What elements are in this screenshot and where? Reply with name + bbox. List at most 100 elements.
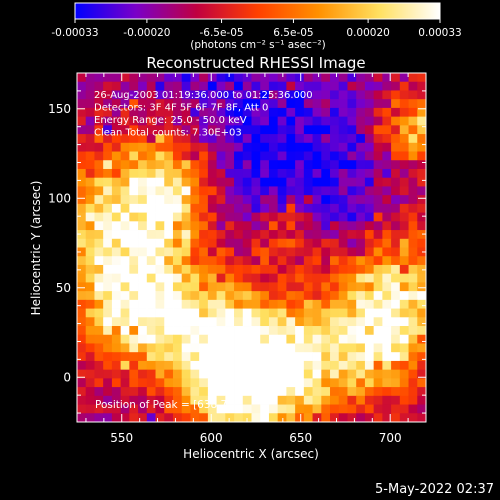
heatmap-cell xyxy=(190,99,200,109)
heatmap-cell xyxy=(295,116,305,126)
heatmap-cell xyxy=(391,317,401,327)
heatmap-cell xyxy=(77,282,87,292)
heatmap-cell xyxy=(216,282,226,292)
heatmap-cell xyxy=(138,369,148,379)
heatmap-cell xyxy=(234,395,244,405)
heatmap-cell xyxy=(199,334,209,344)
heatmap-cell xyxy=(330,90,340,100)
heatmap-cell xyxy=(103,107,113,118)
heatmap-cell xyxy=(277,282,287,292)
heatmap-cell xyxy=(242,352,252,362)
y-tick-label: 100 xyxy=(48,191,71,205)
heatmap-cell xyxy=(251,282,261,292)
heatmap-cell xyxy=(181,177,191,187)
heatmap-cell xyxy=(120,203,130,214)
heatmap-cell xyxy=(338,247,348,257)
heatmap-cell xyxy=(85,334,95,344)
heatmap-cell xyxy=(338,273,348,283)
heatmap-cell xyxy=(268,282,279,292)
heatmap-cell xyxy=(94,230,104,240)
heatmap-cell xyxy=(330,238,340,248)
heatmap-cell xyxy=(129,360,139,371)
colorbar-ticks: -0.00033 -0.00020 -6.5e-05 6.5e-05 0.00020 0.… xyxy=(51,19,462,39)
heatmap-cell xyxy=(120,90,130,100)
heatmap-cell xyxy=(234,264,244,275)
heatmap-cell xyxy=(216,238,226,248)
heatmap-cell xyxy=(347,264,357,275)
heatmap-cell xyxy=(216,90,226,100)
heatmap-cell xyxy=(268,343,279,353)
heatmap-cell xyxy=(234,116,244,126)
heatmap-cell xyxy=(242,395,252,405)
heatmap-cell xyxy=(111,151,122,161)
heatmap-cell xyxy=(260,195,270,205)
heatmap-cell xyxy=(268,203,279,214)
heatmap-cell xyxy=(330,134,340,144)
heatmap-cell xyxy=(155,125,165,135)
heatmap-cell xyxy=(207,81,218,91)
heatmap-cell xyxy=(391,73,401,83)
heatmap-cell xyxy=(190,151,200,161)
heatmap-cell xyxy=(146,247,156,257)
heatmap-cell xyxy=(356,203,366,214)
heatmap-cell xyxy=(277,413,287,423)
heatmap-cell xyxy=(242,256,252,266)
heatmap-cell xyxy=(181,230,191,240)
heatmap-cell xyxy=(408,81,418,91)
heatmap-cell xyxy=(225,256,235,266)
heatmap-cell xyxy=(172,90,183,100)
heatmap-cell xyxy=(321,186,331,196)
heatmap-cell xyxy=(146,369,156,379)
heatmap-cell xyxy=(190,212,200,222)
heatmap-cell xyxy=(321,334,331,344)
heatmap-cell xyxy=(181,116,191,126)
heatmap-cell xyxy=(330,369,340,379)
heatmap-cell xyxy=(408,326,418,336)
heatmap-cell xyxy=(260,116,270,126)
heatmap-cell xyxy=(312,107,322,118)
heatmap-cell xyxy=(242,326,252,336)
heatmap-cell xyxy=(181,238,191,248)
heatmap-cell xyxy=(129,238,139,248)
heatmap-cell xyxy=(103,142,113,152)
heatmap-cell xyxy=(172,186,183,196)
heatmap-cell xyxy=(391,160,401,170)
heatmap-cell xyxy=(286,282,296,292)
heatmap-cell xyxy=(303,81,313,91)
heatmap-cell xyxy=(172,116,183,126)
heatmap-cell xyxy=(295,334,305,344)
heatmap-cell xyxy=(77,195,87,205)
heatmap-cell xyxy=(364,221,375,231)
heatmap-cell xyxy=(364,186,375,196)
heatmap-cell xyxy=(120,116,130,126)
heatmap-cell xyxy=(347,142,357,152)
heatmap-cell xyxy=(94,264,104,275)
heatmap-cell xyxy=(77,186,87,196)
heatmap-cell xyxy=(364,107,375,118)
heatmap-cell xyxy=(155,413,165,423)
heatmap-cell xyxy=(85,387,95,397)
heatmap-cell xyxy=(408,238,418,248)
heatmap-cell xyxy=(382,273,392,283)
heatmap-cell xyxy=(373,168,383,179)
heatmap-cell xyxy=(120,273,130,283)
heatmap-cell xyxy=(251,404,261,414)
heatmap-cell xyxy=(408,282,418,292)
heatmap-cell xyxy=(295,413,305,423)
heatmap-cell xyxy=(138,291,148,301)
heatmap-cell xyxy=(225,73,235,83)
heatmap-cell xyxy=(155,134,165,144)
heatmap-cell xyxy=(286,404,296,414)
heatmap-cell xyxy=(373,404,383,414)
heatmap-cell xyxy=(146,107,156,118)
heatmap-cell xyxy=(77,378,87,388)
heatmap-cell xyxy=(155,203,165,214)
heatmap-cell xyxy=(181,299,191,309)
heatmap-cell xyxy=(338,195,348,205)
heatmap-cell xyxy=(155,273,165,283)
heatmap-cell xyxy=(330,81,340,91)
heatmap-cell xyxy=(373,378,383,388)
heatmap-cell xyxy=(155,291,165,301)
heatmap-cell xyxy=(321,256,331,266)
heatmap-cell xyxy=(199,134,209,144)
